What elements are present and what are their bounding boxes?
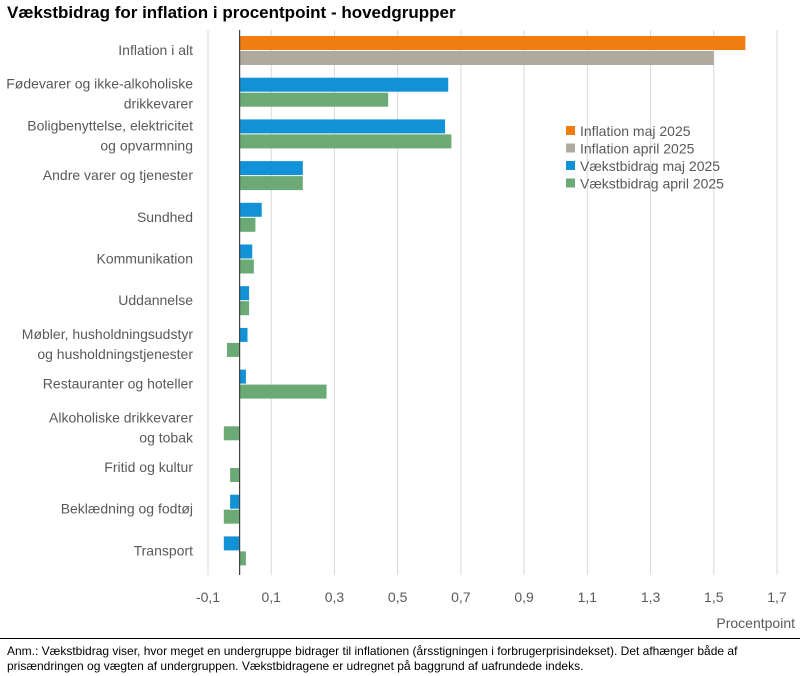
note-divider	[0, 638, 800, 639]
x-tick-label: 1,1	[578, 589, 598, 605]
x-tick-label: 0,1	[261, 589, 281, 605]
x-tick-label: 1,5	[704, 589, 724, 605]
chart-note: Anm.: Vækstbidrag viser, hvor meget en u…	[7, 644, 738, 673]
category-label: Inflation i alt	[118, 42, 193, 58]
bar-vækstbidrag-april-2025	[239, 301, 250, 316]
bar-vækstbidrag-april-2025	[226, 342, 240, 357]
category-labels: Inflation i alt Fødevarer og ikke-alkohol…	[6, 42, 194, 558]
category-label: og husholdningstjenester	[37, 346, 193, 362]
category-label: Boligbenyttelse, elektricitet	[27, 117, 193, 133]
category-label: Restauranter og hoteller	[43, 376, 194, 392]
bar-vækstbidrag-april-2025	[239, 217, 256, 232]
bar-vækstbidrag-maj-2025	[239, 327, 248, 342]
legend-label: Inflation april 2025	[580, 141, 695, 157]
category-label: drikkevarer	[124, 96, 194, 112]
category-label: Kommunikation	[97, 251, 194, 267]
category-label: Fritid og kultur	[104, 459, 193, 475]
bar-inflation-april-2025	[239, 51, 714, 65]
category-label: og tobak	[139, 429, 194, 445]
legend-swatch	[566, 143, 575, 153]
bar-vækstbidrag-april-2025	[239, 134, 452, 149]
bar-vækstbidrag-maj-2025	[239, 161, 303, 176]
bar-vækstbidrag-maj-2025	[230, 494, 240, 509]
bar-vækstbidrag-april-2025	[239, 259, 254, 274]
chart-title: Vækstbidrag for inflation i procentpoint…	[7, 3, 456, 22]
bar-vækstbidrag-maj-2025	[239, 202, 262, 217]
category-label: og opvarmning	[100, 137, 193, 153]
bar-vækstbidrag-maj-2025	[239, 369, 246, 384]
category-label: Sundhed	[137, 209, 193, 225]
bar-vækstbidrag-april-2025	[239, 176, 303, 191]
bar-vækstbidrag-april-2025	[239, 92, 389, 107]
x-axis-title: Procentpoint	[716, 615, 795, 631]
bar-vækstbidrag-april-2025	[223, 426, 240, 441]
legend-swatch	[566, 178, 575, 188]
bar-vækstbidrag-april-2025	[239, 551, 246, 566]
legend-swatch	[566, 126, 575, 135]
bar-vækstbidrag-maj-2025	[239, 119, 446, 134]
category-label: Møbler, husholdningsudstyr	[22, 326, 194, 342]
bar-vækstbidrag-maj-2025	[223, 536, 240, 551]
chart-plot: Inflation i alt Fødevarer og ikke-alkohol…	[6, 30, 795, 631]
x-tick-label: 1,7	[767, 589, 787, 605]
legend-label: Vækstbidrag maj 2025	[580, 158, 720, 174]
legend-label: Vækstbidrag april 2025	[580, 176, 724, 192]
category-label: Beklædning og fodtøj	[61, 501, 193, 517]
category-label: Transport	[134, 542, 194, 558]
bars	[223, 36, 746, 566]
bar-vækstbidrag-maj-2025	[239, 77, 449, 92]
legend-swatch	[566, 161, 575, 170]
x-tick-label: 0,9	[514, 589, 534, 605]
category-label: Alkoholiske drikkevarer	[49, 409, 193, 425]
bar-vækstbidrag-maj-2025	[239, 286, 250, 301]
bar-vækstbidrag-maj-2025	[239, 244, 253, 259]
bar-vækstbidrag-april-2025	[230, 468, 240, 482]
gridlines	[207, 30, 778, 575]
category-label: Uddannelse	[118, 292, 193, 308]
legend-label: Inflation maj 2025	[580, 123, 691, 139]
x-tick-label: 0,7	[451, 589, 471, 605]
bar-vækstbidrag-april-2025	[239, 384, 327, 399]
x-tick-labels: -0,1 0,1 0,3 0,5 0,7 0,9 1,1 1,3 1,5 1,7	[196, 589, 787, 605]
bar-vækstbidrag-april-2025	[223, 509, 240, 524]
x-tick-label: -0,1	[196, 589, 220, 605]
x-tick-label: 0,5	[388, 589, 408, 605]
x-tick-label: 0,3	[325, 589, 345, 605]
bar-inflation-maj-2025	[239, 36, 746, 50]
category-label: Andre varer og tjenester	[43, 167, 194, 183]
x-tick-label: 1,3	[641, 589, 661, 605]
category-label: Fødevarer og ikke-alkoholiske	[6, 76, 193, 92]
